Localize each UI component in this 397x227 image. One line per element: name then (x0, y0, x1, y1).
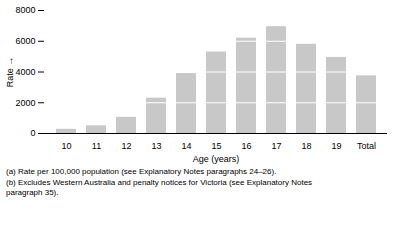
svg-text:4000: 4000 (15, 67, 35, 77)
svg-text:17: 17 (271, 141, 281, 151)
svg-text:6000: 6000 (15, 36, 35, 46)
svg-text:2000: 2000 (15, 98, 35, 108)
html-text:(b) Excludes Western Australia: (b) Excludes Western Australia and penal… (6, 178, 313, 197)
svg-text:8000: 8000 (15, 5, 35, 15)
svg-text:Rate →: Rate → (5, 57, 15, 88)
svg-text:Total: Total (357, 141, 376, 151)
svg-text:14: 14 (181, 141, 191, 151)
svg-text:12: 12 (121, 141, 131, 151)
svg-text:11: 11 (92, 141, 101, 151)
svg-text:19: 19 (331, 141, 341, 151)
svg-text:13: 13 (151, 141, 161, 151)
svg-text:15: 15 (211, 141, 221, 151)
svg-text:10: 10 (61, 141, 71, 151)
svg-text:18: 18 (301, 141, 311, 151)
html-text:(a) Rate per 100,000 populatio: (a) Rate per 100,000 population (see Exp… (6, 167, 277, 176)
svg-text:0: 0 (30, 128, 35, 138)
svg-text:Age (years): Age (years) (193, 154, 240, 164)
svg-text:16: 16 (241, 141, 251, 151)
